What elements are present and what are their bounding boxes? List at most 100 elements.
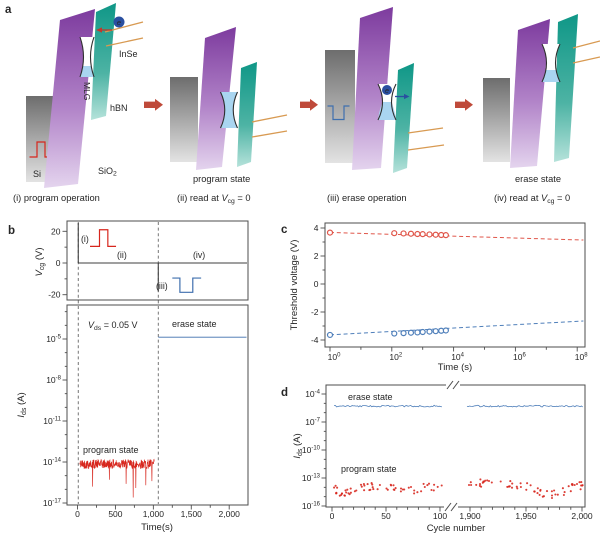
program-state-dot bbox=[335, 491, 338, 494]
data-point-circle bbox=[414, 329, 421, 336]
program-state-dot bbox=[340, 493, 343, 497]
program-pulse-icon bbox=[29, 141, 53, 158]
data-point-circle bbox=[326, 229, 334, 236]
panel-letter-d: d bbox=[281, 387, 288, 399]
b-program-state-label: program state bbox=[83, 445, 139, 455]
caption-program-operation: (i) program operation bbox=[13, 193, 100, 203]
program-state-dot bbox=[550, 496, 554, 500]
b-xlabel: Time(s) bbox=[141, 522, 173, 533]
program-state-dot bbox=[563, 491, 566, 494]
hbn-label: hBN bbox=[110, 103, 128, 113]
vds-subscript: ds bbox=[94, 325, 102, 332]
b-top-axes-frame bbox=[66, 220, 249, 301]
tunneling-arrowhead-icon bbox=[96, 27, 102, 33]
caption-prefix: (iv) read at bbox=[494, 193, 541, 203]
inse-band-line bbox=[572, 56, 600, 64]
program-state-dot bbox=[581, 484, 584, 487]
tick-label: 10-5 bbox=[46, 334, 61, 344]
vds-bias-annotation: Vds = 0.05 V bbox=[88, 320, 137, 332]
ids-unit: (A) bbox=[16, 392, 27, 407]
program-state-dot bbox=[478, 484, 481, 487]
axis-break-mask bbox=[446, 380, 460, 390]
mlg-label: MLG bbox=[82, 82, 92, 100]
program-state-trace bbox=[79, 458, 155, 498]
program-state-dot bbox=[539, 489, 542, 492]
detrapping-arrowhead-icon bbox=[404, 93, 410, 100]
tick-label: 10-14 bbox=[43, 457, 62, 467]
diagram-program-operation: Si SiO2 hBN InSe MLG e (i) program opera… bbox=[13, 3, 144, 203]
vcg-symbol: V bbox=[221, 193, 228, 203]
d-axes-frame bbox=[325, 384, 586, 508]
program-state-dot bbox=[508, 485, 511, 488]
x-tick-label: 102 bbox=[389, 352, 402, 362]
ids-symbol: I bbox=[292, 456, 303, 459]
erase-state-label: erase state bbox=[515, 174, 561, 184]
tick-label: 4 bbox=[314, 223, 319, 233]
program-state-dot bbox=[490, 481, 493, 484]
tick-label: 1,900 bbox=[459, 511, 481, 521]
program-state-dot bbox=[399, 490, 402, 493]
tick-label: 0 bbox=[75, 509, 80, 519]
program-state-dot bbox=[345, 491, 348, 494]
inse-band-line bbox=[105, 37, 144, 47]
electron-icon bbox=[113, 16, 125, 28]
trend-dashed-line bbox=[329, 231, 584, 241]
program-state-dot bbox=[416, 491, 419, 494]
hbn-band-slab bbox=[237, 62, 257, 167]
inse-band-line bbox=[407, 144, 445, 151]
program-state-dot bbox=[538, 493, 541, 496]
program-state-dot bbox=[469, 481, 472, 484]
program-state-dot bbox=[550, 494, 554, 497]
panel-a-band-diagrams: a Si SiO2 hBN InSe MLG e (i) program ope… bbox=[5, 3, 600, 205]
program-state-dot bbox=[567, 485, 570, 488]
dirac-cone-outline bbox=[377, 83, 397, 121]
caption-erase-operation: (iii) erase operation bbox=[327, 193, 407, 203]
pulse-label-iii: (iii) bbox=[156, 281, 168, 291]
program-state-dot bbox=[349, 487, 352, 490]
program-state-dot bbox=[510, 486, 514, 489]
program-state-dot bbox=[486, 479, 489, 482]
program-state-dot bbox=[346, 488, 349, 491]
program-state-dot bbox=[407, 486, 410, 489]
tick-label: 2,000 bbox=[571, 511, 593, 521]
program-state-dot bbox=[389, 483, 392, 486]
program-state-dot bbox=[392, 488, 395, 491]
ids-symbol: I bbox=[16, 415, 27, 418]
d-xlabel: Cycle number bbox=[427, 523, 486, 534]
data-point-circle bbox=[419, 231, 426, 238]
program-state-dot bbox=[580, 481, 583, 484]
program-state-dot bbox=[569, 490, 572, 493]
data-point-circle bbox=[414, 230, 421, 238]
data-point-circle bbox=[426, 231, 433, 238]
program-state-dot bbox=[541, 495, 544, 498]
program-state-dot bbox=[556, 493, 559, 496]
data-point-circle bbox=[391, 330, 398, 337]
caption-read-program: (ii) read at Vcg = 0 bbox=[177, 193, 251, 205]
program-state-dot bbox=[370, 482, 373, 485]
tick-label: 1,000 bbox=[143, 509, 165, 519]
program-state-dot bbox=[413, 492, 416, 495]
program-state-dot bbox=[386, 488, 389, 491]
data-point-circle bbox=[432, 231, 439, 238]
axis-break-slash bbox=[446, 380, 454, 390]
program-state-dot bbox=[353, 490, 356, 493]
erase-pulse-waveform bbox=[172, 277, 202, 293]
inse-label: InSe bbox=[119, 49, 138, 59]
program-state-dot bbox=[487, 479, 491, 483]
tick-label: -4 bbox=[311, 335, 319, 345]
vds-value: = 0.05 V bbox=[101, 320, 137, 330]
program-state-dot bbox=[363, 484, 366, 487]
program-state-dot bbox=[433, 483, 436, 486]
program-state-dot bbox=[401, 488, 404, 491]
program-state-dot bbox=[515, 485, 518, 488]
program-state-dot bbox=[578, 481, 581, 484]
axis-break-slash bbox=[450, 502, 458, 512]
caption-read-erase: (iv) read at Vcg = 0 bbox=[494, 193, 570, 205]
diagram-read-erase-state: erase state (iv) read at Vcg = 0 bbox=[483, 14, 600, 205]
program-state-dot bbox=[478, 483, 482, 486]
inse-band-line bbox=[407, 127, 444, 134]
program-state-dot bbox=[550, 490, 553, 493]
tick-label: 100 bbox=[433, 511, 447, 521]
program-state-dot bbox=[366, 483, 369, 486]
